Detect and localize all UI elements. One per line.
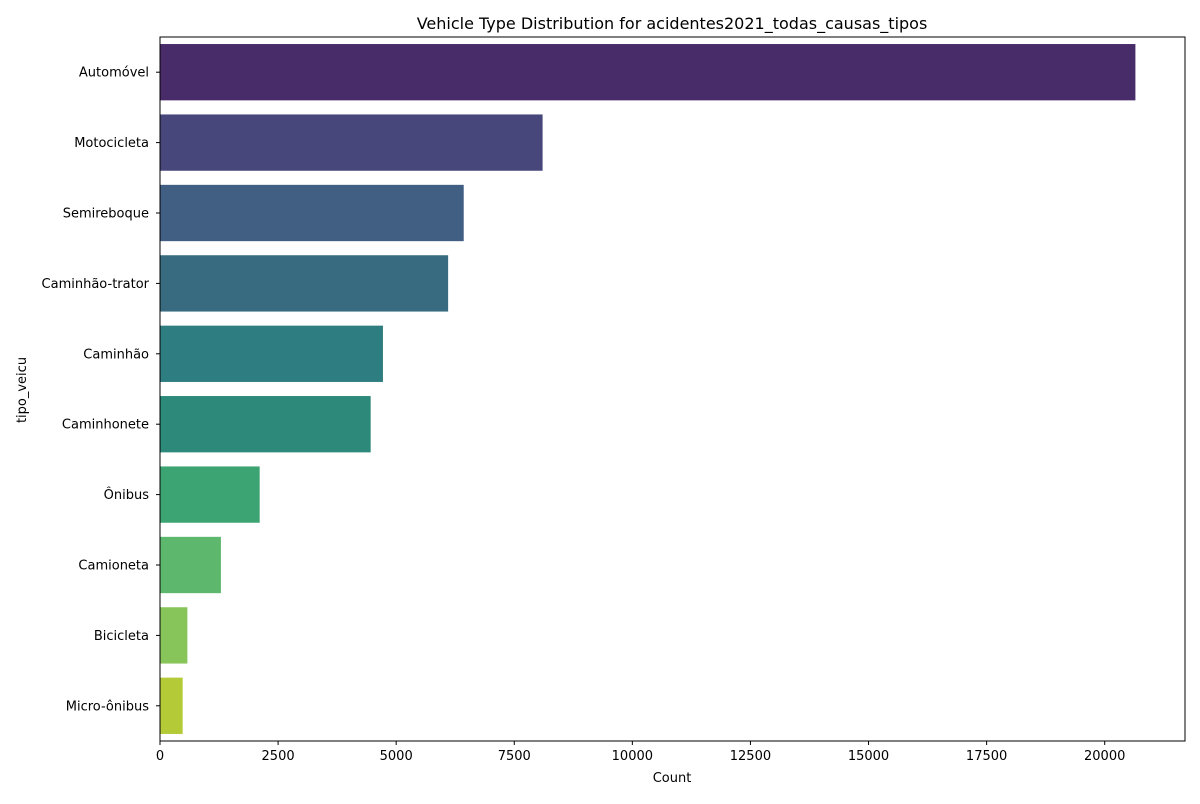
x-tick-label-1: 2500 xyxy=(262,749,295,764)
x-tick-label-3: 7500 xyxy=(498,749,531,764)
chart-title: Vehicle Type Distribution for acidentes2… xyxy=(417,14,928,34)
bar-6 xyxy=(160,466,260,523)
y-tick-label-7: Camioneta xyxy=(78,559,149,574)
ticks-layer: Automóvel Motocicleta Semireboque Caminhão-… xyxy=(42,66,1126,764)
x-tick-label-6: 15000 xyxy=(848,749,889,764)
axes-layer xyxy=(159,36,1186,742)
bar-3 xyxy=(160,255,449,312)
x-axis-label: Count xyxy=(653,771,692,786)
y-tick-label-9: Micro-ônibus xyxy=(66,699,149,714)
y-tick-label-6: Ônibus xyxy=(104,487,150,503)
bar-5 xyxy=(160,396,371,453)
x-tick-label-0: 0 xyxy=(156,749,164,764)
x-tick-label-4: 10000 xyxy=(612,749,653,764)
bar-4 xyxy=(160,325,383,382)
bar-2 xyxy=(160,184,464,242)
y-tick-label-1: Motocicleta xyxy=(74,136,149,151)
y-tick-label-2: Semireboque xyxy=(63,207,149,222)
x-tick-label-5: 12500 xyxy=(730,749,771,764)
bars-layer xyxy=(160,44,1136,734)
y-tick-label-0: Automóvel xyxy=(79,66,149,81)
bar-8 xyxy=(160,607,188,664)
bar-7 xyxy=(160,536,221,594)
y-tick-label-5: Caminhonete xyxy=(62,418,149,433)
bar-0 xyxy=(160,44,1136,101)
bar-9 xyxy=(160,677,183,734)
y-tick-label-3: Caminhão-trator xyxy=(42,277,150,292)
y-axis-label: tipo_veicu xyxy=(15,357,30,423)
y-tick-label-4: Caminhão xyxy=(83,347,149,362)
bar-1 xyxy=(160,114,543,171)
x-tick-label-8: 20000 xyxy=(1084,749,1125,764)
y-tick-label-8: Bicicleta xyxy=(94,629,149,644)
x-tick-label-2: 5000 xyxy=(380,749,413,764)
x-tick-label-7: 17500 xyxy=(966,749,1007,764)
plot-frame xyxy=(159,36,1186,742)
